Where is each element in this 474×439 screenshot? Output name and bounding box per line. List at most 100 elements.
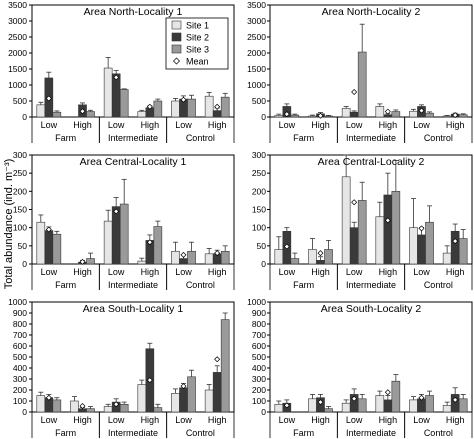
bar xyxy=(391,380,401,413)
bar xyxy=(204,95,214,118)
group-label: Farm xyxy=(293,280,314,290)
x-tick-label: High xyxy=(141,120,160,130)
bar xyxy=(425,395,434,413)
bar xyxy=(357,200,367,265)
bar xyxy=(119,203,129,265)
bar xyxy=(119,403,129,413)
bar xyxy=(409,399,418,413)
bar xyxy=(171,250,180,265)
bar xyxy=(36,221,46,265)
mean-marker xyxy=(180,251,187,258)
bar xyxy=(153,407,163,413)
bar xyxy=(52,399,62,413)
y-axis-label: Total abundance (ind. m⁻³) xyxy=(3,159,15,290)
mean-marker xyxy=(180,96,187,103)
x-tick-label: High xyxy=(208,120,227,130)
mean-marker xyxy=(214,103,221,110)
y-tick-label: 2000 xyxy=(8,48,27,58)
y-tick-label: 100 xyxy=(13,223,27,233)
x-tick-label: Low xyxy=(413,120,430,130)
bar xyxy=(458,398,468,413)
group-label: Intermediate xyxy=(346,428,396,438)
group-label: Control xyxy=(424,133,453,143)
legend-swatch xyxy=(171,44,182,54)
y-tick-label: 3000 xyxy=(247,16,266,26)
bar xyxy=(171,100,180,118)
x-tick-label: Low xyxy=(346,267,363,277)
group-label: Control xyxy=(186,280,215,290)
group-label: Farm xyxy=(293,133,314,143)
x-tick-label: Low xyxy=(413,415,430,425)
bar xyxy=(375,106,385,118)
mean-marker xyxy=(452,112,459,119)
mean-marker xyxy=(418,225,425,232)
bar xyxy=(324,249,333,265)
bar xyxy=(290,114,300,118)
bar xyxy=(458,114,468,118)
bar xyxy=(308,398,317,413)
mean-marker xyxy=(214,250,221,257)
bar xyxy=(220,96,230,118)
mean-marker xyxy=(418,394,425,401)
group-label: Intermediate xyxy=(346,280,396,290)
x-tick-label: Low xyxy=(279,120,296,130)
mean-marker xyxy=(384,389,391,396)
mean-marker xyxy=(283,243,290,250)
y-tick-label: 700 xyxy=(252,330,266,340)
bar xyxy=(103,406,113,413)
bar xyxy=(111,206,121,265)
bar xyxy=(409,110,418,118)
y-tick-label: 600 xyxy=(13,341,27,351)
y-tick-label: 200 xyxy=(13,186,27,196)
x-tick-label: High xyxy=(73,120,92,130)
x-tick-label: High xyxy=(446,267,465,277)
y-tick-label: 3500 xyxy=(8,0,27,10)
bar xyxy=(70,400,79,413)
bar xyxy=(137,111,147,118)
bar xyxy=(220,250,230,265)
y-tick-label: 150 xyxy=(252,205,266,215)
plot-frame xyxy=(269,301,473,413)
bar xyxy=(383,399,393,413)
y-tick-label: 1500 xyxy=(8,64,27,74)
bar xyxy=(36,395,46,413)
group-label: Control xyxy=(186,133,215,143)
bar xyxy=(324,408,333,413)
mean-marker xyxy=(214,356,221,363)
x-tick-label: Low xyxy=(175,120,192,130)
x-tick-label: High xyxy=(311,267,330,277)
x-tick-label: High xyxy=(379,120,398,130)
group-label: Intermediate xyxy=(346,133,396,143)
bar xyxy=(274,403,284,413)
y-tick-label: 0 xyxy=(22,407,27,417)
bar xyxy=(86,111,95,118)
mean-marker xyxy=(452,238,459,245)
bar xyxy=(417,398,426,413)
y-tick-label: 1000 xyxy=(247,80,266,90)
y-tick-label: 300 xyxy=(252,374,266,384)
bar xyxy=(357,51,367,118)
mean-marker xyxy=(146,239,153,246)
y-tick-label: 250 xyxy=(252,168,266,178)
mean-marker xyxy=(384,108,391,115)
group-label: Intermediate xyxy=(108,133,158,143)
bar xyxy=(137,260,147,265)
bar xyxy=(308,249,317,265)
panel-title: Area South-Locality 2 xyxy=(321,303,422,315)
plot-frame xyxy=(269,154,473,265)
bar xyxy=(324,115,333,118)
y-tick-label: 250 xyxy=(13,168,27,178)
x-tick-label: Low xyxy=(413,267,430,277)
y-tick-label: 400 xyxy=(13,363,27,373)
bar xyxy=(349,227,359,265)
y-tick-label: 3000 xyxy=(8,16,27,26)
bar xyxy=(204,253,214,265)
y-tick-label: 200 xyxy=(252,385,266,395)
y-tick-label: 0 xyxy=(22,259,27,269)
mean-marker xyxy=(180,383,187,390)
bar xyxy=(425,221,434,265)
legend-marker xyxy=(173,57,180,65)
x-tick-label: High xyxy=(311,415,330,425)
bar xyxy=(119,89,129,118)
y-tick-label: 0 xyxy=(261,407,266,417)
